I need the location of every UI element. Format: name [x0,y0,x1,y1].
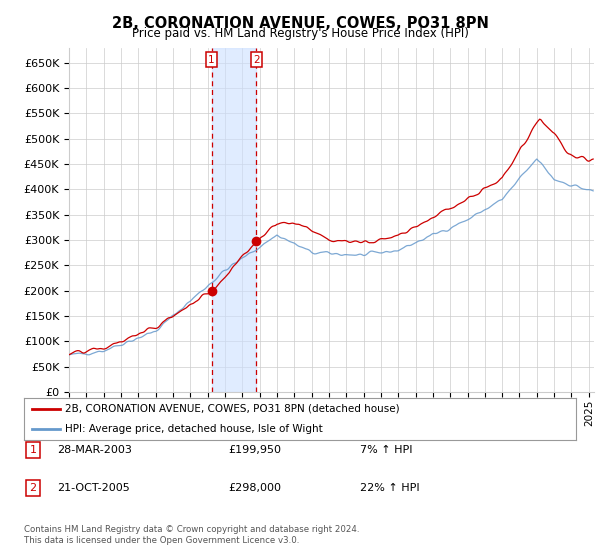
Text: 21-OCT-2005: 21-OCT-2005 [57,483,130,493]
Text: 2B, CORONATION AVENUE, COWES, PO31 8PN (detached house): 2B, CORONATION AVENUE, COWES, PO31 8PN (… [65,404,400,414]
Text: 2: 2 [29,483,37,493]
Text: £199,950: £199,950 [228,445,281,455]
Text: 28-MAR-2003: 28-MAR-2003 [57,445,132,455]
Text: Contains HM Land Registry data © Crown copyright and database right 2024.
This d: Contains HM Land Registry data © Crown c… [24,525,359,545]
Text: 1: 1 [29,445,37,455]
Text: 2: 2 [253,55,260,64]
Text: 22% ↑ HPI: 22% ↑ HPI [360,483,419,493]
Bar [212,48,256,392]
Text: HPI: Average price, detached house, Isle of Wight: HPI: Average price, detached house, Isle… [65,424,323,434]
Text: Price paid vs. HM Land Registry's House Price Index (HPI): Price paid vs. HM Land Registry's House … [131,27,469,40]
Text: 7% ↑ HPI: 7% ↑ HPI [360,445,413,455]
Text: 1: 1 [208,55,215,64]
Text: 2B, CORONATION AVENUE, COWES, PO31 8PN: 2B, CORONATION AVENUE, COWES, PO31 8PN [112,16,488,31]
Text: £298,000: £298,000 [228,483,281,493]
